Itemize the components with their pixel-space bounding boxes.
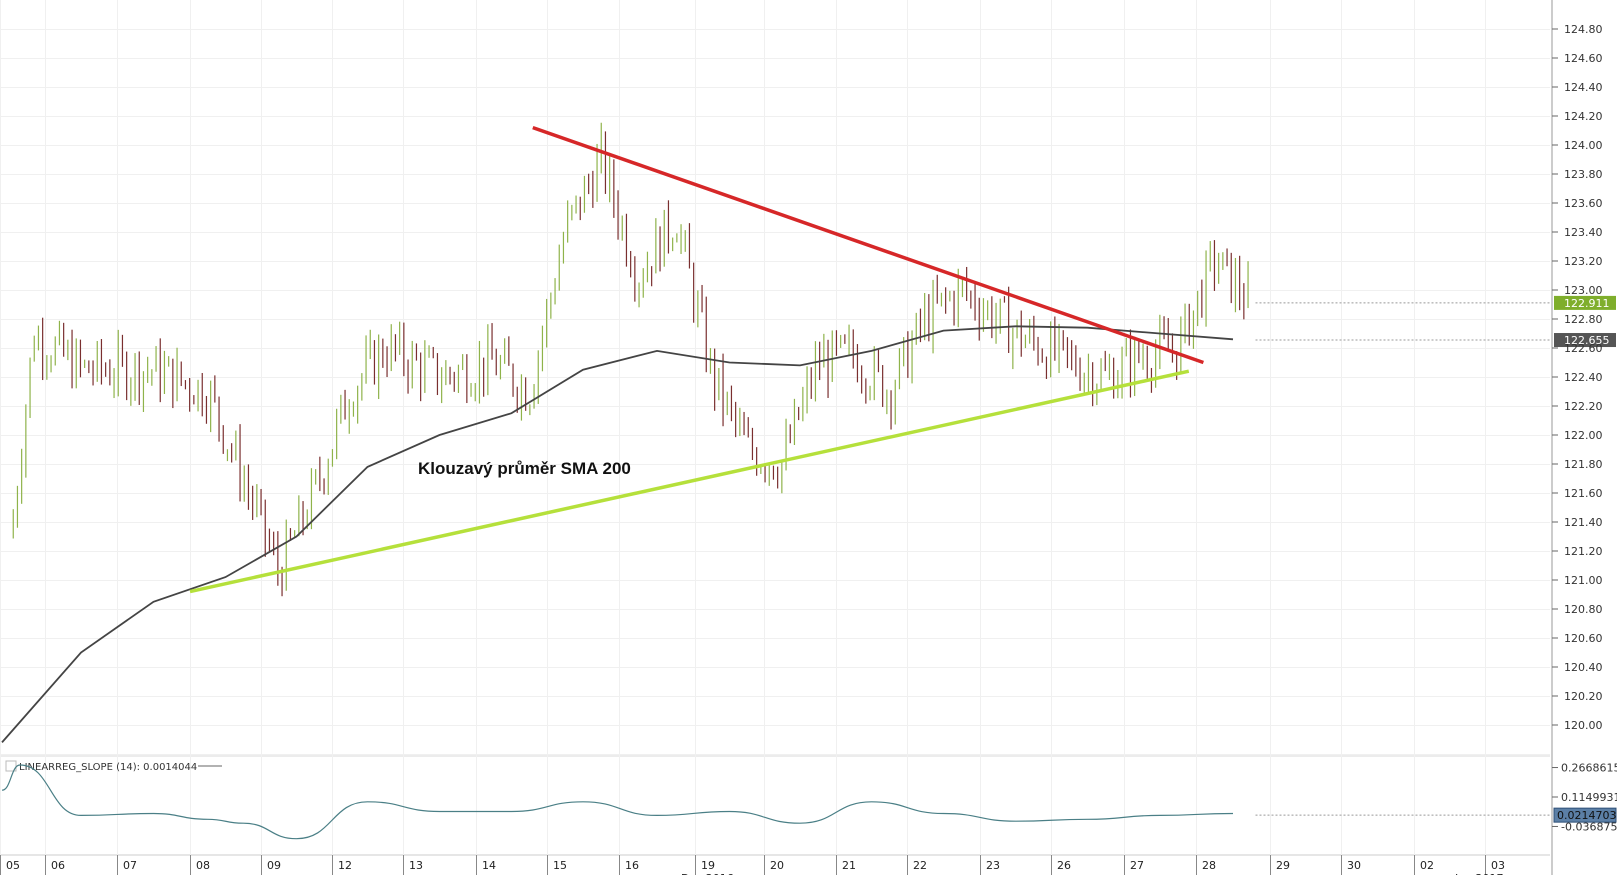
- support-trendline: [189, 369, 1190, 594]
- y-tick-label: 121.40: [1564, 516, 1603, 529]
- y-tick-label: 120.80: [1564, 603, 1603, 616]
- indicator-panel: LINEARREG_SLOPE (14): 0.0014044: [1, 760, 1234, 840]
- x-tick-label: 22: [913, 859, 927, 872]
- price-bars: [12, 122, 1249, 597]
- y-tick-label: 124.00: [1564, 139, 1603, 152]
- x-tick-label: 02: [1420, 859, 1434, 872]
- price-tags: 122.911 122.655 0.0214703: [1255, 295, 1617, 823]
- y-tick-label: 121.60: [1564, 487, 1603, 500]
- ind-price-tag-label: 0.0214703: [1557, 809, 1617, 822]
- x-tick-label: 14: [482, 859, 496, 872]
- ind-y-tick-label: 0.1149931: [1561, 791, 1617, 804]
- x-tick-label: 15: [553, 859, 567, 872]
- date-axis: 05 06 07 08 09 12 13 14 15 16 19 20 21 22 23 26 27 28 29 30…: [0, 855, 1505, 875]
- y-tick-label: 123.20: [1564, 255, 1603, 268]
- price-axis: 120.00 120.20 120.40 120.60 120.80 121.00 121.…: [1552, 23, 1617, 833]
- y-tick-label: 121.20: [1564, 545, 1603, 558]
- sma-annotation: Klouzavý průměr SMA 200: [418, 459, 631, 478]
- price-tag: [1554, 333, 1616, 348]
- y-tick-label: 123.80: [1564, 168, 1603, 181]
- x-tick-label: 23: [986, 859, 1000, 872]
- y-tick-label: 124.40: [1564, 81, 1603, 94]
- y-tick-label: 122.20: [1564, 400, 1603, 413]
- y-tick-label: 120.20: [1564, 690, 1603, 703]
- y-tick-label: 120.60: [1564, 632, 1603, 645]
- price-tag-label: 122.911: [1564, 297, 1610, 310]
- x-tick-label: 29: [1276, 859, 1290, 872]
- ind-price-tag: [1553, 807, 1617, 823]
- x-tick-label: 16: [625, 859, 639, 872]
- y-tick-label: 123.60: [1564, 197, 1603, 210]
- x-tick-label: 28: [1202, 859, 1216, 872]
- y-tick-label: 121.80: [1564, 458, 1603, 471]
- month-label: Jan 2017: [1454, 872, 1503, 875]
- x-tick-label: 21: [842, 859, 856, 872]
- ind-y-tick-label: -0.0368753: [1561, 820, 1617, 833]
- y-tick-label: 122.40: [1564, 371, 1603, 384]
- resistance-trendline: [532, 125, 1204, 365]
- x-tick-label: 09: [267, 859, 281, 872]
- indicator-title: LINEARREG_SLOPE (14): 0.0014044: [19, 762, 197, 773]
- price-tag: [1554, 295, 1616, 310]
- x-tick-label: 20: [770, 859, 784, 872]
- y-tick-label: 122.00: [1564, 429, 1603, 442]
- x-tick-label: 07: [123, 859, 137, 872]
- month-label: Dec 2016: [681, 872, 734, 875]
- y-tick-label: 122.80: [1564, 313, 1603, 326]
- x-tick-label: 03: [1491, 859, 1505, 872]
- y-tick-label: 123.00: [1564, 284, 1603, 297]
- y-tick-label: 120.40: [1564, 661, 1603, 674]
- x-tick-label: 19: [701, 859, 715, 872]
- x-tick-label: 30: [1347, 859, 1361, 872]
- indicator-collapse-icon[interactable]: [5, 760, 17, 772]
- indicator-line: [1, 764, 1234, 840]
- x-tick-label: 08: [196, 859, 210, 872]
- x-tick-label: 13: [409, 859, 423, 872]
- y-tick-label: 123.40: [1564, 226, 1603, 239]
- chart-grid: [0, 0, 1553, 875]
- x-tick-label: 27: [1130, 859, 1144, 872]
- y-tick-label: 122.60: [1564, 342, 1603, 355]
- y-tick-label: 124.60: [1564, 52, 1603, 65]
- ind-y-tick-label: 0.2668615: [1561, 762, 1617, 775]
- x-tick-label: 12: [338, 859, 352, 872]
- price-tag-label: 122.655: [1564, 334, 1610, 347]
- x-tick-label: 06: [51, 859, 65, 872]
- x-tick-label: 26: [1057, 859, 1071, 872]
- sma-200-line: [1, 325, 1234, 743]
- x-tick-label: 05: [6, 859, 20, 872]
- y-tick-label: 121.00: [1564, 574, 1603, 587]
- y-tick-label: 124.80: [1564, 23, 1603, 36]
- y-tick-label: 120.00: [1564, 719, 1603, 732]
- y-tick-label: 124.20: [1564, 110, 1603, 123]
